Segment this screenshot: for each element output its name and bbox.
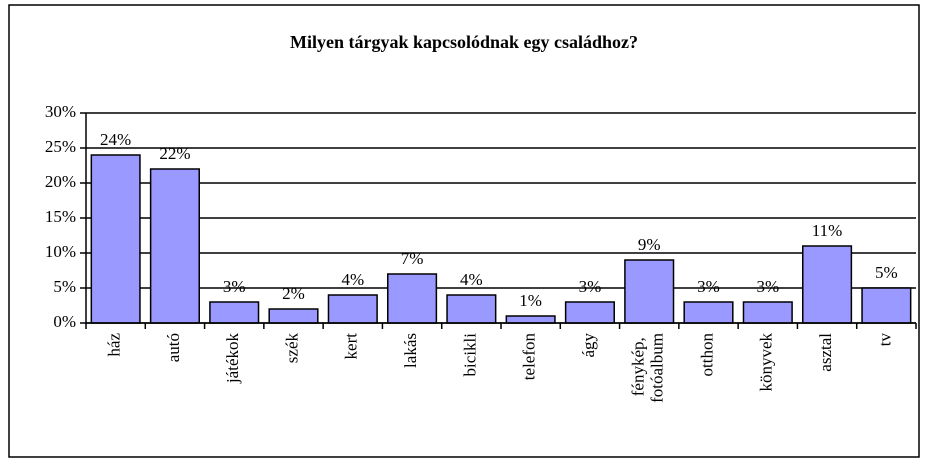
x-tick-label: telefon [520,333,539,381]
bar [742,301,793,324]
value-label: 3% [697,277,720,296]
bar [683,301,734,324]
bar [861,287,912,324]
value-label: 9% [638,235,661,254]
y-tick-label: 25% [45,137,76,156]
bar [802,245,853,324]
x-tick-label: tv [875,333,894,347]
value-label: 4% [460,270,483,289]
y-tick-label: 10% [45,242,76,261]
value-label: 3% [756,277,779,296]
x-tick-label: ágy [579,333,598,358]
x-tick-label: bicikli [460,333,479,377]
bar [387,273,438,324]
value-label: 11% [812,221,843,240]
value-label: 3% [579,277,602,296]
x-tick-label: ház [105,333,124,357]
value-label: 22% [159,144,190,163]
value-label: 5% [875,263,898,282]
x-tick-label: asztal [816,333,835,372]
y-tick-label: 20% [45,172,76,191]
x-tick-label: könyvek [757,333,776,392]
value-label: 7% [401,249,424,268]
x-tick-label: szék [282,333,301,364]
y-tick-label: 0% [53,312,76,331]
chart-frame [8,4,920,458]
value-label: 3% [223,277,246,296]
value-label: 2% [282,284,305,303]
bar [446,294,497,324]
chart-title: Milyen tárgyak kapcsolódnak egy családho… [290,32,638,52]
y-tick-label: 15% [45,207,76,226]
bar [209,301,260,324]
bar [564,301,615,324]
bar [268,308,319,324]
bar [149,168,200,324]
bar [624,259,675,324]
x-tick-label: kert [342,333,361,360]
y-tick-label: 30% [45,102,76,121]
value-label: 1% [519,291,542,310]
x-tick-label: lakás [401,333,420,368]
value-label: 4% [341,270,364,289]
x-tick-label: fénykép, fotóalbum [629,333,667,403]
bar [327,294,378,324]
bar [505,315,556,324]
bar [90,154,141,324]
x-tick-label: otthon [697,333,716,377]
x-tick-label: játékok [223,333,242,385]
x-tick-label: autó [164,333,183,362]
y-tick-label: 5% [53,277,76,296]
value-label: 24% [100,130,131,149]
